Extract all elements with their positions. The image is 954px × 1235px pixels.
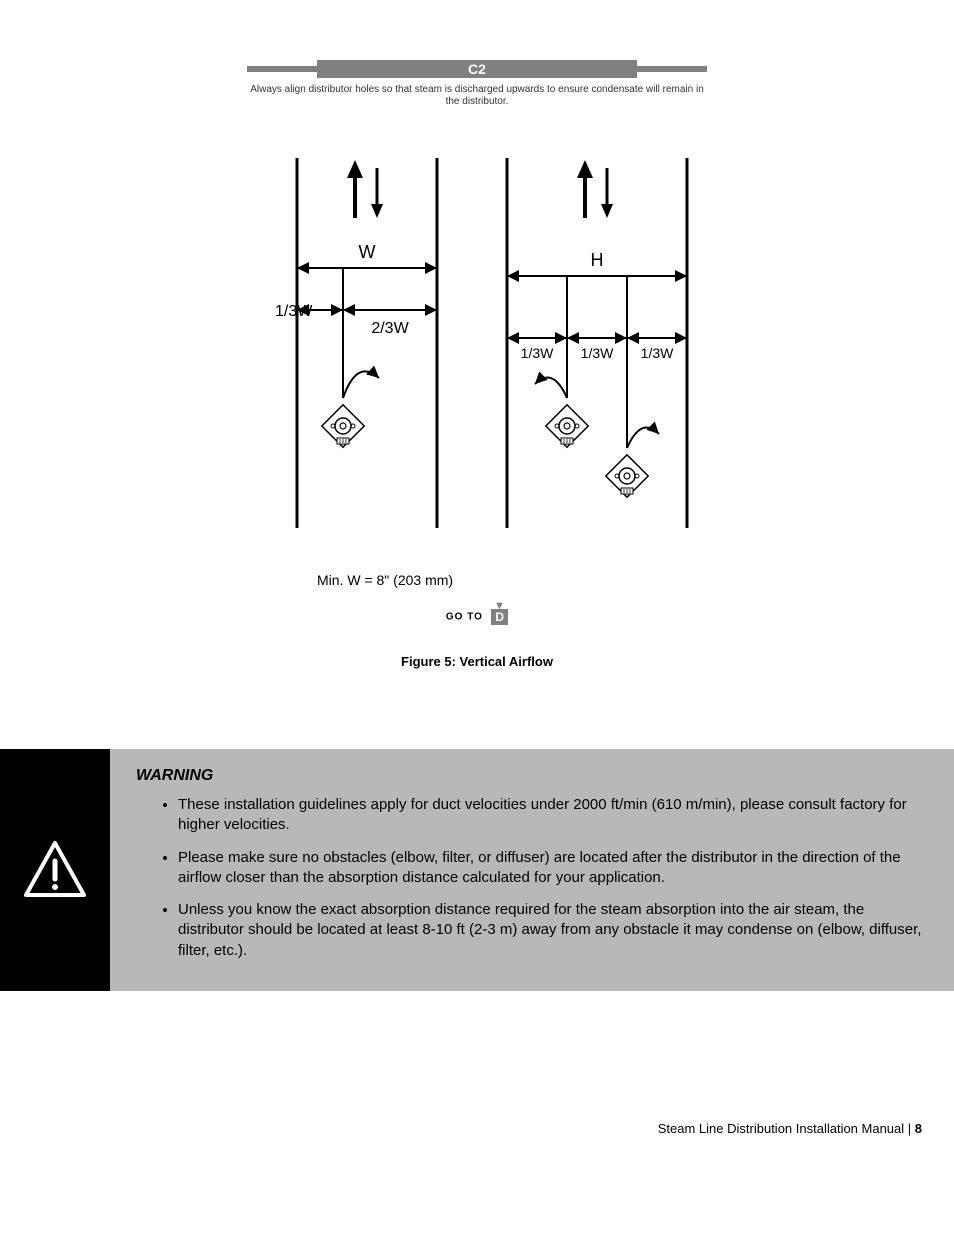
goto-row: ▼ GO TO D xyxy=(247,600,707,626)
left-dim-2: 2/3W xyxy=(371,320,409,337)
warning-item: These installation guidelines apply for … xyxy=(178,795,934,836)
figure-header-label: C2 xyxy=(317,60,637,78)
vertical-airflow-diagram: W 1/3W 2/3W xyxy=(247,138,707,558)
warning-title: WARNING xyxy=(136,767,934,785)
goto-badge: D xyxy=(491,609,508,625)
right-dim-2: 1/3W xyxy=(581,345,614,361)
warning-item: Unless you know the exact absorption dis… xyxy=(178,900,934,961)
warning-list: These installation guidelines apply for … xyxy=(128,795,934,961)
figure-caption: Figure 5: Vertical Airflow xyxy=(247,654,707,669)
figure-container: C2 Always align distributor holes so tha… xyxy=(247,60,707,669)
warning-item: Please make sure no obstacles (elbow, fi… xyxy=(178,848,934,889)
footer-text: Steam Line Distribution Installation Man… xyxy=(658,1121,915,1136)
warning-content: WARNING These installation guidelines ap… xyxy=(110,749,954,991)
right-dim-3: 1/3W xyxy=(641,345,674,361)
figure-header: C2 xyxy=(247,60,707,78)
figure-sub-caption: Always align distributor holes so that s… xyxy=(247,84,707,108)
right-duct: H 1/3W 1/3W 1/3W xyxy=(507,158,687,528)
left-duct: W 1/3W 2/3W xyxy=(275,158,437,528)
warning-icon xyxy=(20,835,90,905)
goto-label: GO TO xyxy=(446,611,483,622)
page-footer: Steam Line Distribution Installation Man… xyxy=(0,1121,954,1136)
warning-box: WARNING These installation guidelines ap… xyxy=(0,749,954,991)
page-number: 8 xyxy=(915,1121,922,1136)
min-width-note: Min. W = 8" (203 mm) xyxy=(317,572,707,588)
left-width-label: W xyxy=(359,242,376,262)
warning-icon-column xyxy=(0,749,110,991)
left-dim-1: 1/3W xyxy=(275,303,313,320)
right-dim-1: 1/3W xyxy=(521,345,554,361)
right-width-label: H xyxy=(591,250,604,270)
